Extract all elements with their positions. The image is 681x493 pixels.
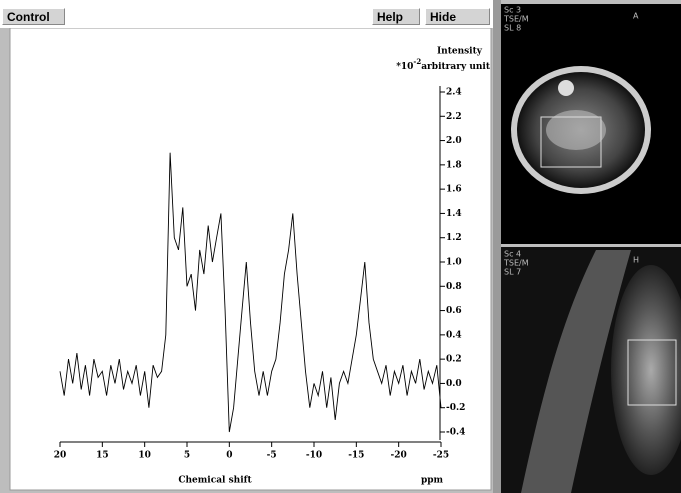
- x-axis-title: Chemical shift: [178, 476, 252, 486]
- x-tick-label: 20: [54, 451, 67, 461]
- help-button[interactable]: Help: [372, 8, 420, 25]
- x-tick-label: 10: [138, 451, 151, 461]
- y-tick-label: 0.8: [446, 282, 462, 292]
- x-tick-label: -15: [348, 451, 364, 461]
- y-tick-label: 1.4: [446, 209, 462, 219]
- image-label: TSE/M: [503, 259, 529, 268]
- x-tick-label: -20: [391, 451, 407, 461]
- hide-button[interactable]: Hide: [425, 8, 490, 25]
- x-axis-unit: ppm: [421, 476, 444, 486]
- anatomy: [558, 80, 574, 96]
- y-tick-label: -0.2: [446, 403, 465, 413]
- x-tick-label: -5: [267, 451, 277, 461]
- roi-box: [627, 339, 677, 406]
- y-tick-label: 2.2: [446, 112, 462, 122]
- image-label: Sc 3: [504, 6, 521, 15]
- y-tick-label: 2.4: [446, 88, 462, 98]
- y-tick-label: -0.4: [446, 428, 465, 438]
- y-tick-label: 2.0: [446, 136, 462, 146]
- y-tick-label: 0.6: [446, 306, 462, 316]
- y-tick-label: 0.0: [446, 379, 462, 389]
- anatomy: [546, 110, 606, 150]
- roi-box: [540, 116, 602, 168]
- y-tick-label: 1.0: [446, 258, 462, 268]
- y-tick-label: 1.8: [446, 160, 462, 170]
- x-tick-label: 0: [226, 451, 232, 461]
- unit-exponent: -2: [413, 57, 421, 66]
- y-tick-label: 0.2: [446, 355, 462, 365]
- unit-text: arbitrary unit: [421, 62, 491, 72]
- plot-background: [9, 28, 492, 491]
- x-tick-label: -10: [306, 451, 322, 461]
- image-label: SL 8: [504, 24, 521, 33]
- x-tick-label: 15: [96, 451, 109, 461]
- divider: [493, 0, 501, 493]
- image-label: TSE/M: [503, 15, 529, 24]
- anatomy: [521, 250, 631, 493]
- y-tick-label: 0.4: [446, 330, 462, 340]
- spectrum-line: [59, 152, 442, 433]
- y-axis-unit: *10-2arbitrary unit: [396, 57, 491, 72]
- unit-prefix: *10: [396, 62, 413, 72]
- anatomy: [611, 265, 681, 475]
- orientation-label: A: [633, 12, 639, 21]
- control-button[interactable]: Control: [2, 8, 65, 25]
- x-tick-label: -25: [433, 451, 449, 461]
- image-label: SL 7: [504, 268, 521, 277]
- spectrum-panel: Intensity *10-2arbitrary unit Chemical s…: [9, 28, 492, 491]
- image-label: Sc 4: [504, 250, 521, 259]
- y-tick-label: 1.2: [446, 233, 462, 243]
- orientation-label: H: [633, 256, 639, 265]
- y-tick-label: 1.6: [446, 185, 462, 195]
- y-axis-title: Intensity: [437, 47, 483, 57]
- x-tick-label: 5: [184, 451, 190, 461]
